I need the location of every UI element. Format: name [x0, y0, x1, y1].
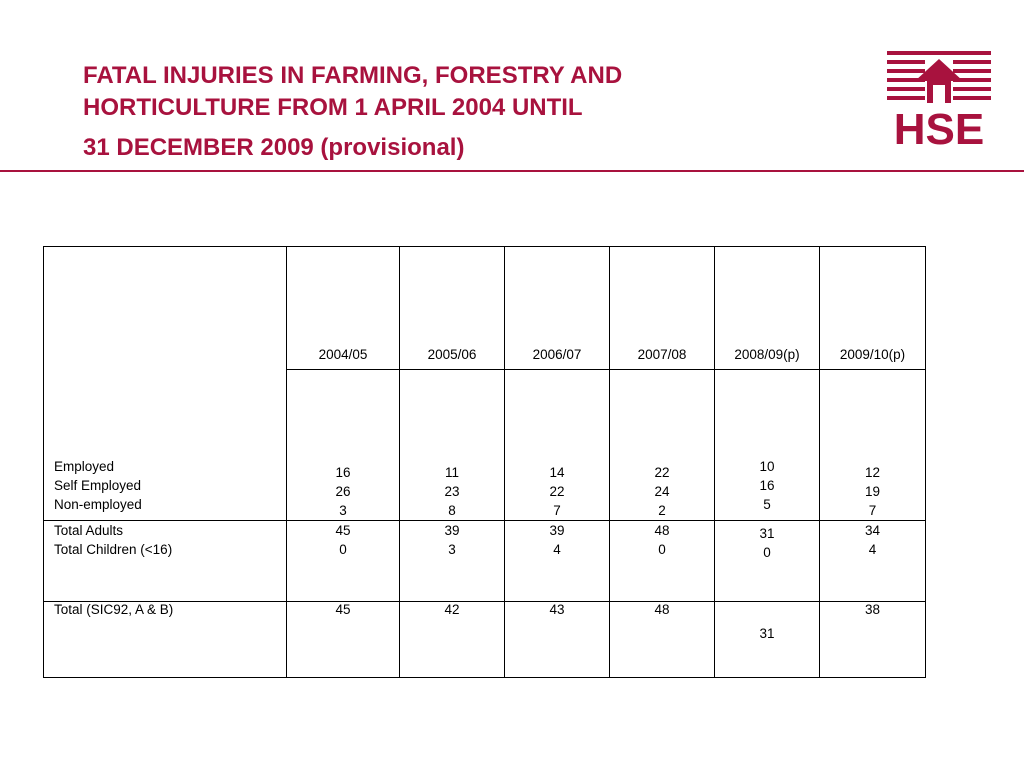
- value: 0: [763, 545, 771, 560]
- label-non-employed: Non-employed: [54, 497, 142, 512]
- value: 16: [335, 465, 351, 480]
- value: 5: [763, 497, 771, 512]
- cell-group1-2008-09: 10 16 5: [714, 369, 820, 521]
- cell-group2-2005-06: 39 3: [399, 520, 505, 602]
- value: 12: [864, 465, 881, 480]
- title-line-1: FATAL INJURIES IN FARMING, FORESTRY AND: [83, 62, 623, 89]
- table-row: 16 26 3 11 23 8 14 22 7 22 24 2 10 16 5 12 19 7: [44, 369, 926, 521]
- cell-total-2008-09: 31: [714, 601, 820, 678]
- group-2-labels: Total Adults Total Children (<16): [43, 520, 287, 602]
- label-total-sic92: Total (SIC92, A & B): [43, 601, 287, 678]
- cell-group2-2004-05: 45 0: [286, 520, 400, 602]
- value: 48: [654, 523, 670, 538]
- value: 11: [444, 465, 459, 480]
- column-header-2006-07: 2006/07: [504, 246, 610, 370]
- value: 3: [448, 542, 456, 557]
- column-header-2005-06: 2005/06: [399, 246, 505, 370]
- value: 4: [553, 542, 561, 557]
- hse-logo-text: HSE: [894, 105, 984, 147]
- cell-total-2007-08: 48: [609, 601, 715, 678]
- cell-group2-2008-09: 31 0: [714, 520, 820, 602]
- value: 0: [658, 542, 666, 557]
- group-1-labels: Employed Self Employed Non-employed: [43, 246, 287, 521]
- cell-group1-2009-10: 12 19 7: [819, 369, 926, 521]
- cell-group2-2006-07: 39 4: [504, 520, 610, 602]
- value: 10: [759, 459, 775, 474]
- value: 22: [654, 465, 670, 480]
- cell-total-2004-05: 45: [286, 601, 400, 678]
- value: 23: [444, 484, 460, 499]
- value: 19: [864, 484, 881, 499]
- value: 7: [553, 503, 561, 518]
- cell-total-2005-06: 42: [399, 601, 505, 678]
- cell-group1-2004-05: 16 26 3: [286, 369, 400, 521]
- value: 34: [864, 523, 881, 538]
- value: 7: [868, 503, 877, 518]
- value: 26: [335, 484, 351, 499]
- value: 3: [339, 503, 347, 518]
- cell-group1-2007-08: 22 24 2: [609, 369, 715, 521]
- value: 16: [759, 478, 775, 493]
- value: 22: [549, 484, 565, 499]
- column-header-2007-08: 2007/08: [609, 246, 715, 370]
- value: 39: [444, 523, 460, 538]
- hse-logo: HSE: [887, 51, 991, 147]
- label-employed: Employed: [54, 459, 115, 474]
- label-self-employed: Self Employed: [54, 478, 142, 493]
- label-total-children: Total Children (<16): [54, 542, 173, 557]
- value: 8: [448, 503, 456, 518]
- title-line-2: HORTICULTURE FROM 1 APRIL 2004 UNTIL: [83, 94, 583, 121]
- table-header-row: Employed Self Employed Non-employed 2004…: [43, 246, 926, 521]
- value: 39: [549, 523, 565, 538]
- label-total-adults: Total Adults: [54, 523, 124, 538]
- cell-group2-2007-08: 48 0: [609, 520, 715, 602]
- column-header-2008-09: 2008/09(p): [714, 246, 820, 370]
- title-line-3: 31 DECEMBER 2009 (provisional): [83, 134, 465, 161]
- table-row: Total Adults Total Children (<16) 45 0 39 3…: [43, 520, 926, 602]
- value: 0: [339, 542, 347, 557]
- hse-logo-icon: HSE: [887, 51, 991, 147]
- value: 2: [658, 503, 666, 518]
- table-row: Total (SIC92, A & B) 45 42 43 48 31 38: [43, 601, 926, 678]
- column-header-2009-10: 2009/10(p): [819, 246, 926, 370]
- cell-group1-2006-07: 14 22 7: [504, 369, 610, 521]
- cell-total-2006-07: 43: [504, 601, 610, 678]
- header-rule: [0, 170, 1024, 172]
- cell-total-2009-10: 38: [819, 601, 926, 678]
- cell-group1-2005-06: 11 23 8: [399, 369, 505, 521]
- value: 31: [759, 526, 775, 541]
- column-header-2004-05: 2004/05: [286, 246, 400, 370]
- value: 14: [549, 465, 565, 480]
- cell-group2-2009-10: 34 4: [819, 520, 926, 602]
- value: 45: [335, 523, 351, 538]
- value: 4: [868, 542, 877, 557]
- page-title: FATAL INJURIES IN FARMING, FORESTRY AND …: [83, 60, 622, 164]
- value: 24: [654, 484, 670, 499]
- fatal-injuries-table: Employed Self Employed Non-employed 2004…: [43, 246, 926, 678]
